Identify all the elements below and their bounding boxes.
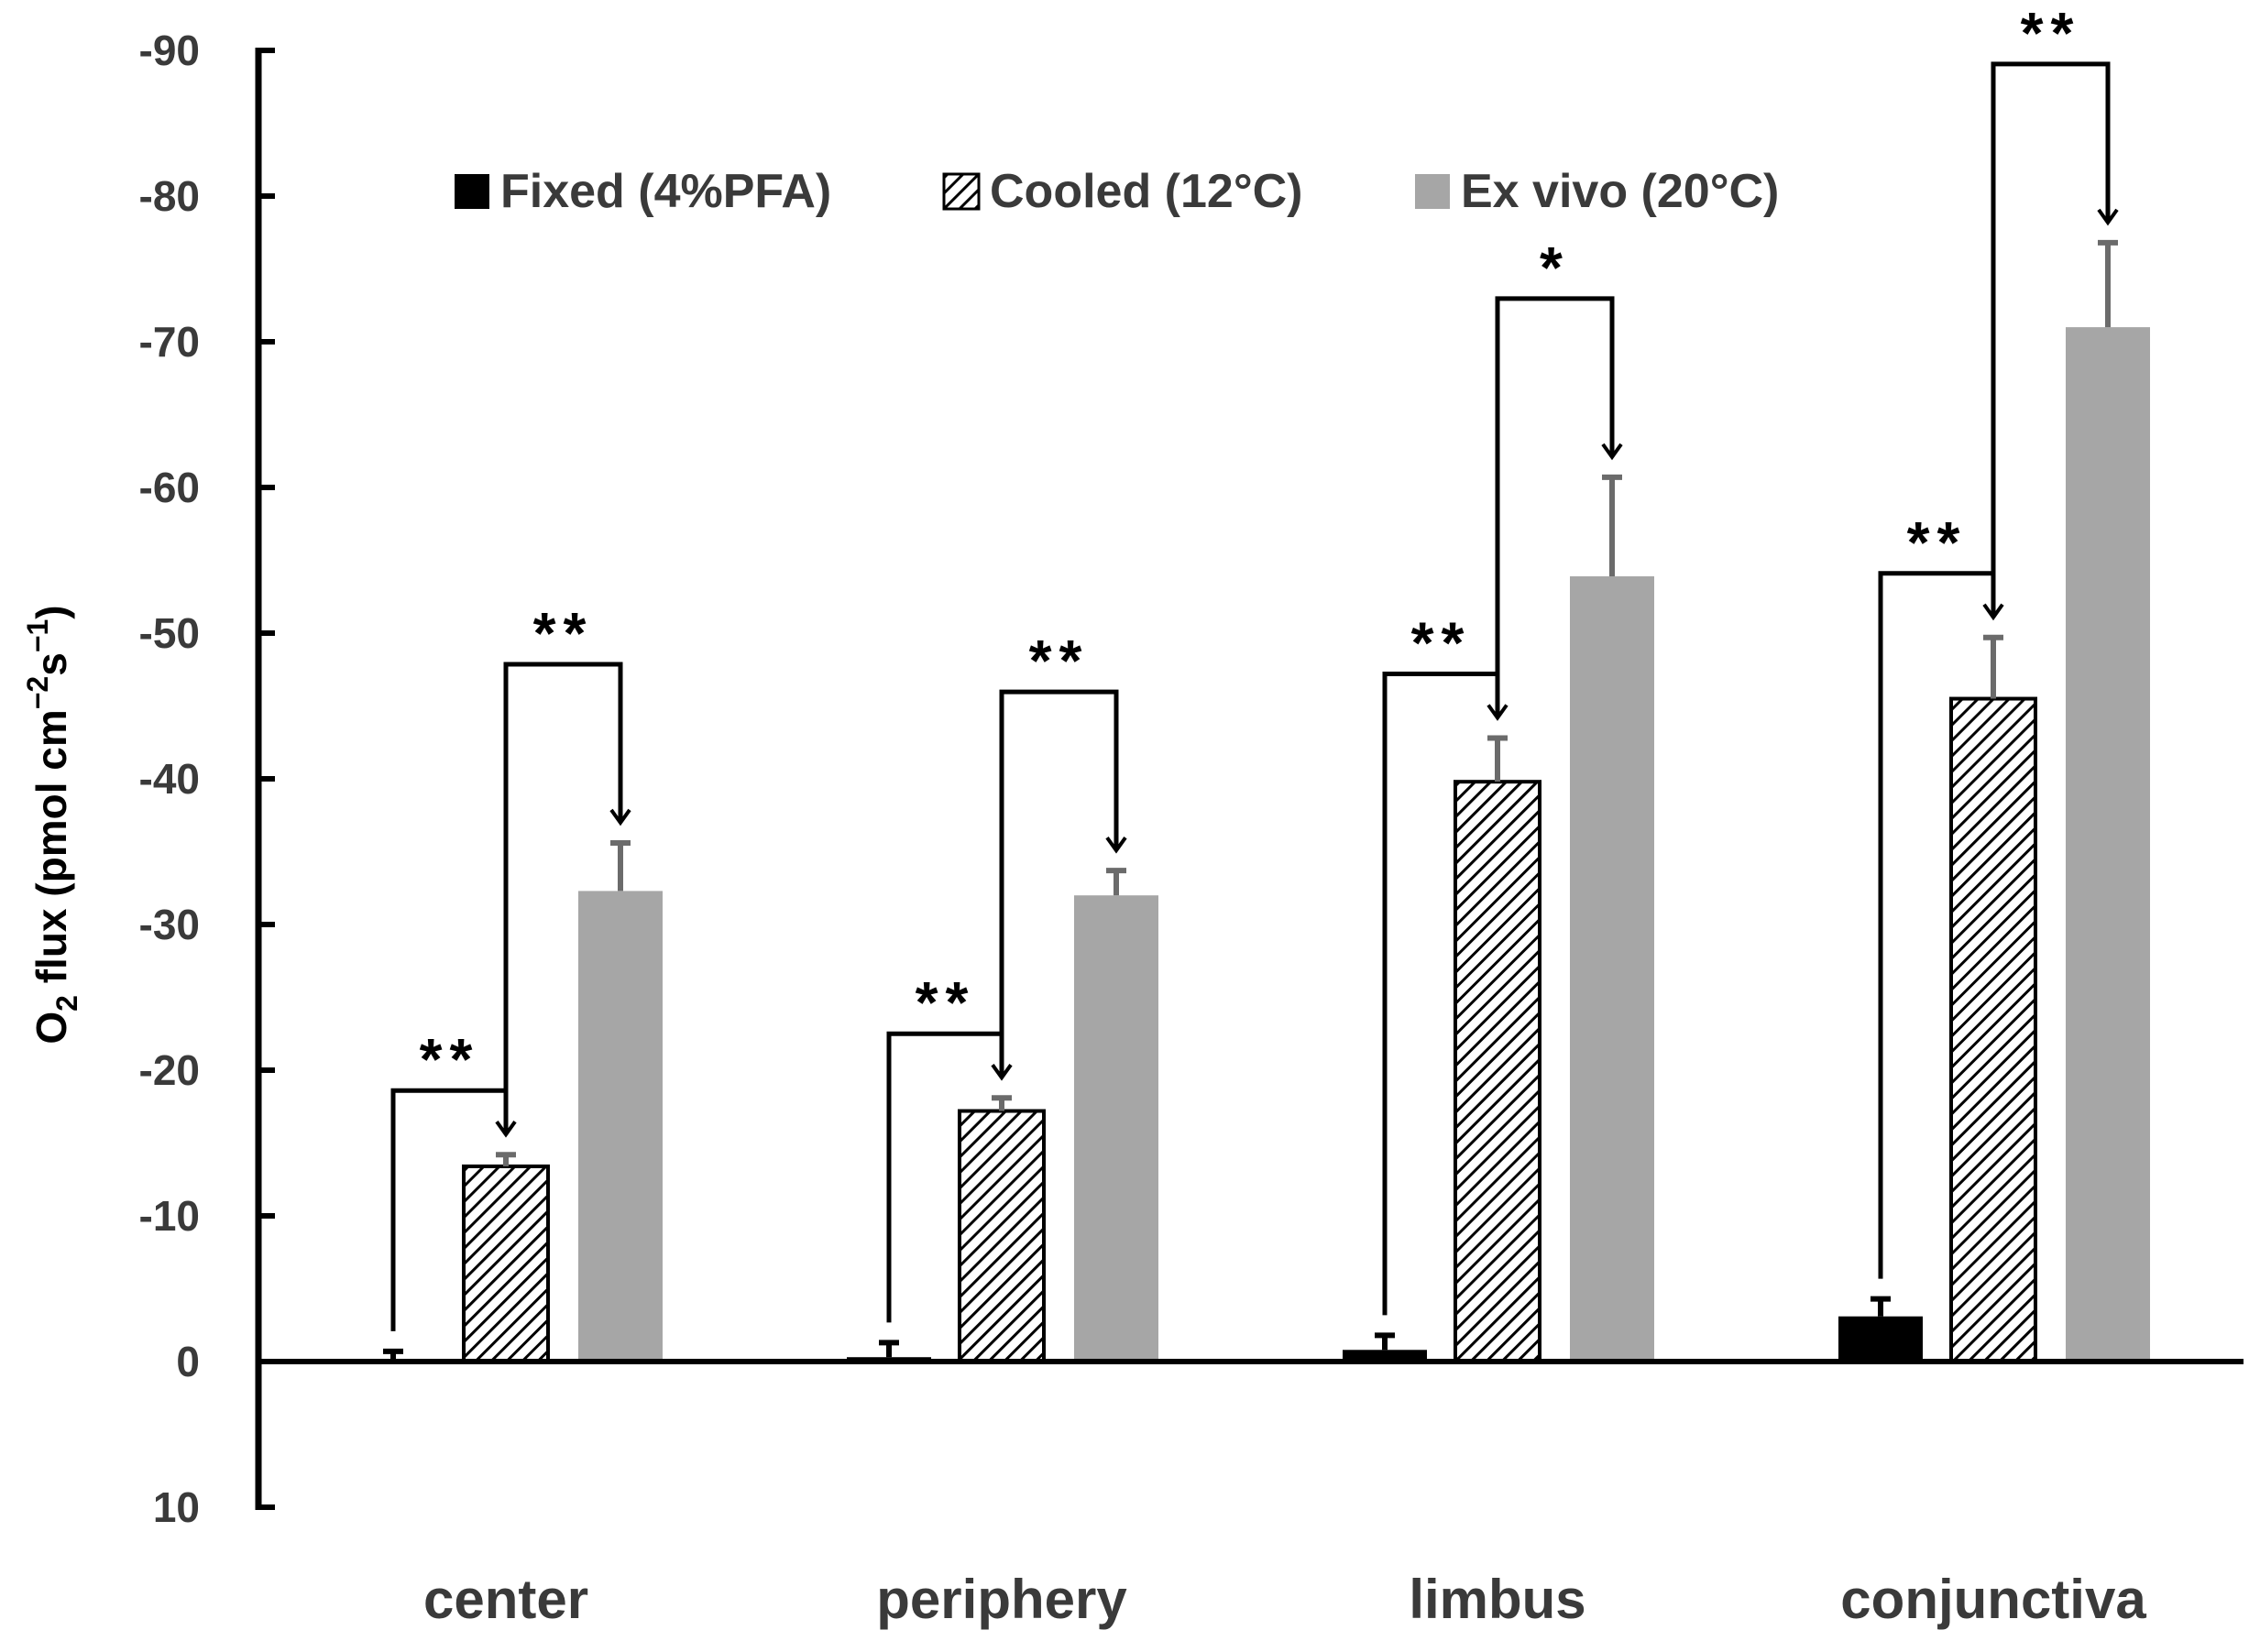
legend-swatch xyxy=(455,174,489,209)
significance-label: ** xyxy=(1029,628,1090,694)
significance-label: ** xyxy=(533,600,594,666)
legend-swatch xyxy=(942,172,981,211)
category-labels: center periphery limbus conjunctiva xyxy=(423,1569,2146,1630)
bar-conjunctiva-series-2 xyxy=(2066,327,2150,1362)
error-bar-conjunctiva-series-0 xyxy=(1871,1296,1891,1317)
category-label-limbus: limbus xyxy=(1409,1569,1585,1630)
significance-label: ** xyxy=(2021,0,2081,66)
significance-label: ** xyxy=(1907,509,1968,575)
significance-brackets: ******** ******* xyxy=(390,0,2119,1331)
y-tick-label: -60 xyxy=(139,464,200,511)
bar-center-series-1 xyxy=(462,1164,550,1363)
significance-bracket-limbus-0-1: ** xyxy=(1382,609,1508,1316)
error-bar-conjunctiva-series-2 xyxy=(2098,239,2118,328)
significance-label: * xyxy=(1540,235,1570,301)
error-bar-limbus-series-2 xyxy=(1602,474,1622,576)
error-bar-periphery-series-2 xyxy=(1106,868,1126,896)
error-bar-conjunctiva-series-1 xyxy=(1983,634,2003,699)
bar-limbus-series-1 xyxy=(1454,780,1541,1363)
y-tick-label: -70 xyxy=(139,318,200,366)
legend-item-2: Ex vivo (20°C) xyxy=(1415,165,1779,218)
significance-label: ** xyxy=(420,1026,480,1092)
significance-bracket-center-1-2: ** xyxy=(503,600,631,1135)
y-tick-label: -90 xyxy=(139,27,200,74)
error-bar-limbus-series-1 xyxy=(1487,735,1508,782)
y-axis-label: O2 flux (pmol cm−2s−1) xyxy=(21,605,83,1044)
significance-bracket-limbus-1-2: * xyxy=(1495,235,1623,718)
y-tick-label: -50 xyxy=(139,609,200,657)
bar-limbus-series-2 xyxy=(1570,575,1654,1362)
error-bar-center-series-1 xyxy=(496,1152,516,1166)
y-tick-label: -10 xyxy=(139,1192,200,1240)
y-tick-label: -40 xyxy=(139,755,200,803)
error-bar-center-series-2 xyxy=(610,839,631,892)
legend-swatch xyxy=(1415,174,1450,209)
category-label-periphery: periphery xyxy=(876,1569,1127,1630)
error-bar-limbus-series-0 xyxy=(1375,1332,1395,1351)
bar-periphery-series-2 xyxy=(1074,895,1158,1362)
error-bar-periphery-series-0 xyxy=(879,1340,899,1358)
bar-conjunctiva-series-0 xyxy=(1838,1316,1923,1362)
legend-label: Ex vivo (20°C) xyxy=(1461,165,1779,218)
category-label-conjunctiva: conjunctiva xyxy=(1840,1569,2146,1630)
bar-periphery-series-1 xyxy=(958,1109,1046,1364)
y-tick-label: -30 xyxy=(139,901,200,948)
legend-item-1: Cooled (12°C) xyxy=(942,165,1302,218)
y-axis: -90 -80 -70 -60 -50 -40 -30 -20 -10 0 10 xyxy=(139,27,275,1531)
significance-label: ** xyxy=(1411,609,1472,675)
bar-limbus-series-0 xyxy=(1343,1350,1427,1362)
y-tick-label: 0 xyxy=(176,1338,200,1385)
category-label-center: center xyxy=(423,1569,588,1630)
y-tick-label: -20 xyxy=(139,1046,200,1094)
significance-bracket-periphery-1-2: ** xyxy=(999,628,1127,1078)
legend-item-0: Fixed (4%PFA) xyxy=(455,165,831,218)
legend: Fixed (4%PFA) Cooled (12°C) Ex vivo (20°C) xyxy=(455,165,1779,218)
y-axis-title: O2 flux (pmol cm−2s−1) xyxy=(21,605,83,1044)
error-bar-periphery-series-1 xyxy=(992,1095,1012,1111)
bar-center-series-2 xyxy=(578,891,663,1362)
bar-conjunctiva-series-1 xyxy=(1949,696,2037,1363)
y-tick-label: 10 xyxy=(153,1483,200,1531)
significance-label: ** xyxy=(916,969,976,1035)
y-tick-label: -80 xyxy=(139,172,200,220)
legend-label: Cooled (12°C) xyxy=(990,165,1302,218)
significance-bracket-conjunctiva-1-2: ** xyxy=(1991,0,2119,618)
legend-label: Fixed (4%PFA) xyxy=(500,165,831,218)
